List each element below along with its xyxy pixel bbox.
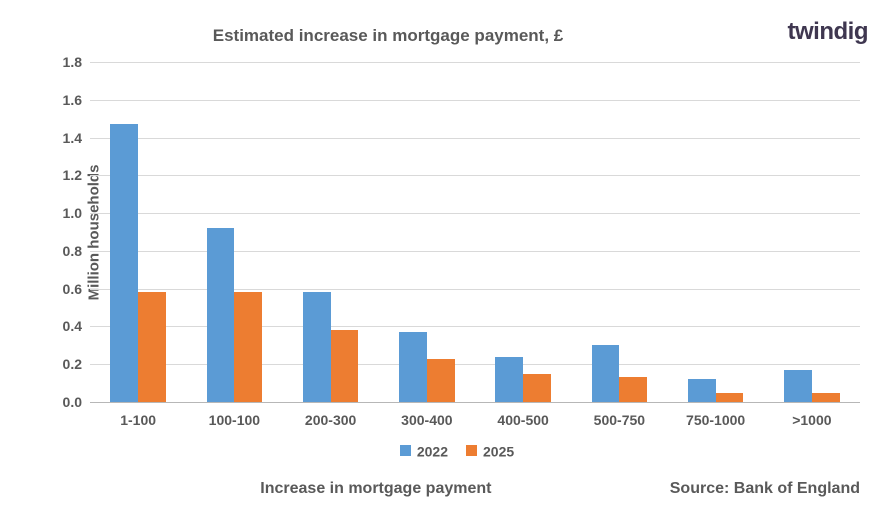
y-tick-label: 0.2 bbox=[63, 356, 82, 372]
bar-2025-0 bbox=[138, 292, 166, 402]
y-tick-label: 1.4 bbox=[63, 130, 82, 146]
y-tick-label: 1.8 bbox=[63, 54, 82, 70]
bar-2022-4 bbox=[495, 357, 523, 402]
bar-2022-7 bbox=[784, 370, 812, 402]
bar-2022-6 bbox=[688, 379, 716, 402]
gridline bbox=[90, 175, 860, 176]
gridline bbox=[90, 213, 860, 214]
gridline bbox=[90, 62, 860, 63]
bar-2022-3 bbox=[399, 332, 427, 402]
y-tick-label: 0.8 bbox=[63, 243, 82, 259]
logo-tw: tw bbox=[788, 18, 814, 45]
y-tick-label: 0.6 bbox=[63, 281, 82, 297]
bar-2022-0 bbox=[110, 124, 138, 402]
x-axis-title-text: Increase in mortgage payment bbox=[90, 480, 662, 498]
legend-swatch-2025 bbox=[466, 445, 477, 456]
y-tick-label: 0.0 bbox=[63, 394, 82, 410]
bar-2025-4 bbox=[523, 374, 551, 402]
legend: 2022 2025 bbox=[0, 442, 896, 459]
logo-ig: ig bbox=[848, 18, 868, 45]
bar-2025-6 bbox=[716, 393, 744, 402]
y-tick-label: 1.2 bbox=[63, 167, 82, 183]
legend-label-2025: 2025 bbox=[483, 443, 514, 459]
bar-2022-5 bbox=[592, 345, 620, 402]
x-tick-label: 100-100 bbox=[209, 412, 260, 428]
bar-2025-7 bbox=[812, 393, 840, 402]
source-text: Source: Bank of England bbox=[662, 480, 860, 498]
logo-ind: ind bbox=[813, 18, 848, 45]
plot-area: 0.00.20.40.60.81.01.21.41.61.81-100100-1… bbox=[90, 62, 860, 402]
bar-2022-1 bbox=[207, 228, 235, 402]
gridline bbox=[90, 251, 860, 252]
x-axis-row: Increase in mortgage payment Source: Ban… bbox=[90, 480, 860, 498]
chart-title: Estimated increase in mortgage payment, … bbox=[0, 26, 776, 46]
gridline bbox=[90, 326, 860, 327]
chart-canvas: { "logo": { "text1": "tw", "text2": "ind… bbox=[0, 0, 896, 532]
y-tick-label: 1.0 bbox=[63, 205, 82, 221]
y-tick-label: 0.4 bbox=[63, 318, 82, 334]
y-tick-label: 1.6 bbox=[63, 92, 82, 108]
bar-2025-1 bbox=[234, 292, 262, 402]
bar-2022-2 bbox=[303, 292, 331, 402]
x-tick-label: 500-750 bbox=[594, 412, 645, 428]
x-tick-label: 200-300 bbox=[305, 412, 356, 428]
x-tick-label: 300-400 bbox=[401, 412, 452, 428]
x-tick-label: 1-100 bbox=[120, 412, 156, 428]
gridline bbox=[90, 402, 860, 403]
x-tick-label: 400-500 bbox=[497, 412, 548, 428]
legend-label-2022: 2022 bbox=[417, 443, 448, 459]
twindig-logo: twindig bbox=[788, 18, 869, 46]
gridline bbox=[90, 100, 860, 101]
gridline bbox=[90, 289, 860, 290]
bar-2025-3 bbox=[427, 359, 455, 402]
bar-2025-5 bbox=[619, 377, 647, 402]
gridline bbox=[90, 138, 860, 139]
bar-2025-2 bbox=[331, 330, 359, 402]
gridline bbox=[90, 364, 860, 365]
x-tick-label: 750-1000 bbox=[686, 412, 745, 428]
legend-swatch-2022 bbox=[400, 445, 411, 456]
x-tick-label: >1000 bbox=[792, 412, 831, 428]
